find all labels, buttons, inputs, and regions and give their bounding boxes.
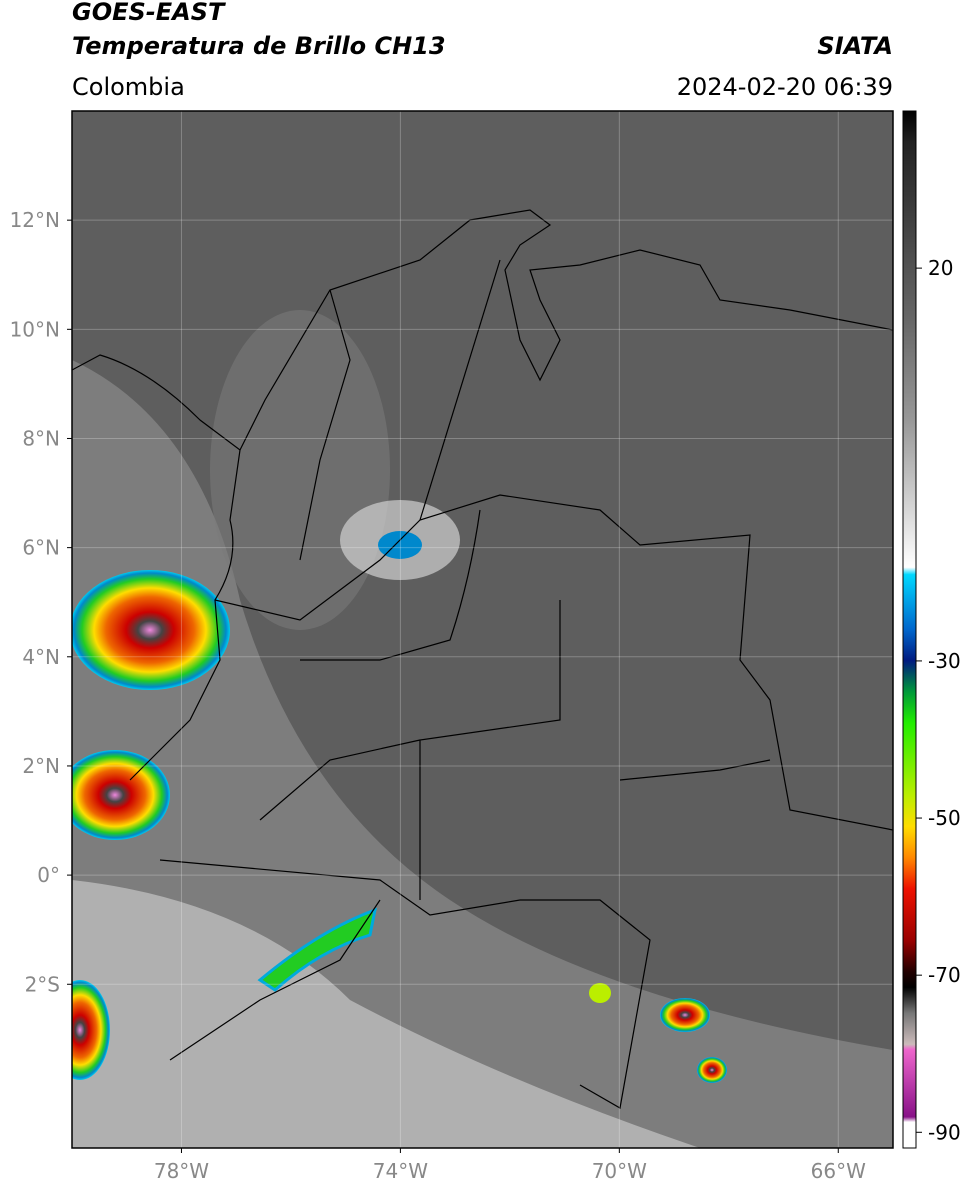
storm-cell bbox=[589, 983, 611, 1003]
storm-cell bbox=[378, 531, 422, 559]
borders bbox=[72, 209, 893, 1109]
storm-band bbox=[257, 907, 377, 992]
map-frame bbox=[71, 110, 894, 1149]
lat-tick-label: 0° bbox=[37, 863, 60, 887]
lat-tick-label: 12°N bbox=[10, 208, 60, 232]
colorbar-tick-label: -90 bbox=[928, 1120, 961, 1144]
lon-tick-label: 70°W bbox=[592, 1159, 647, 1183]
lat-tick-label: 6°N bbox=[22, 536, 60, 560]
storm-cell bbox=[660, 998, 710, 1032]
colorbar-tick-label: -30 bbox=[928, 649, 961, 673]
title-line2: Temperatura de Brillo CH13 bbox=[72, 32, 446, 60]
lat-tick-label: 2°S bbox=[25, 972, 60, 996]
map-imagery bbox=[72, 111, 893, 1148]
colorbar bbox=[902, 110, 917, 1149]
graticule bbox=[72, 111, 893, 1148]
colorbar-tick-label: 20 bbox=[928, 256, 953, 280]
lon-tick-label: 66°W bbox=[811, 1159, 866, 1183]
lat-tick-label: 8°N bbox=[22, 426, 60, 450]
storm-cell bbox=[72, 750, 170, 840]
lon-tick-label: 74°W bbox=[373, 1159, 428, 1183]
lat-tick-label: 2°N bbox=[22, 754, 60, 778]
source: SIATA bbox=[817, 32, 893, 60]
storm-cell bbox=[72, 980, 110, 1080]
lat-tick-label: 10°N bbox=[10, 317, 60, 341]
region: Colombia bbox=[72, 73, 185, 101]
lon-tick-label: 78°W bbox=[154, 1159, 209, 1183]
colorbar-tick-label: -50 bbox=[928, 806, 961, 830]
lat-tick-label: 4°N bbox=[22, 645, 60, 669]
colorbar-tick-label: -70 bbox=[928, 963, 961, 987]
timestamp: 2024-02-20 06:39 bbox=[677, 73, 893, 101]
title-line1: GOES-EAST bbox=[72, 0, 226, 26]
storm-cell bbox=[697, 1057, 727, 1083]
storm-cell bbox=[72, 570, 230, 690]
cloud-area bbox=[72, 880, 700, 1148]
